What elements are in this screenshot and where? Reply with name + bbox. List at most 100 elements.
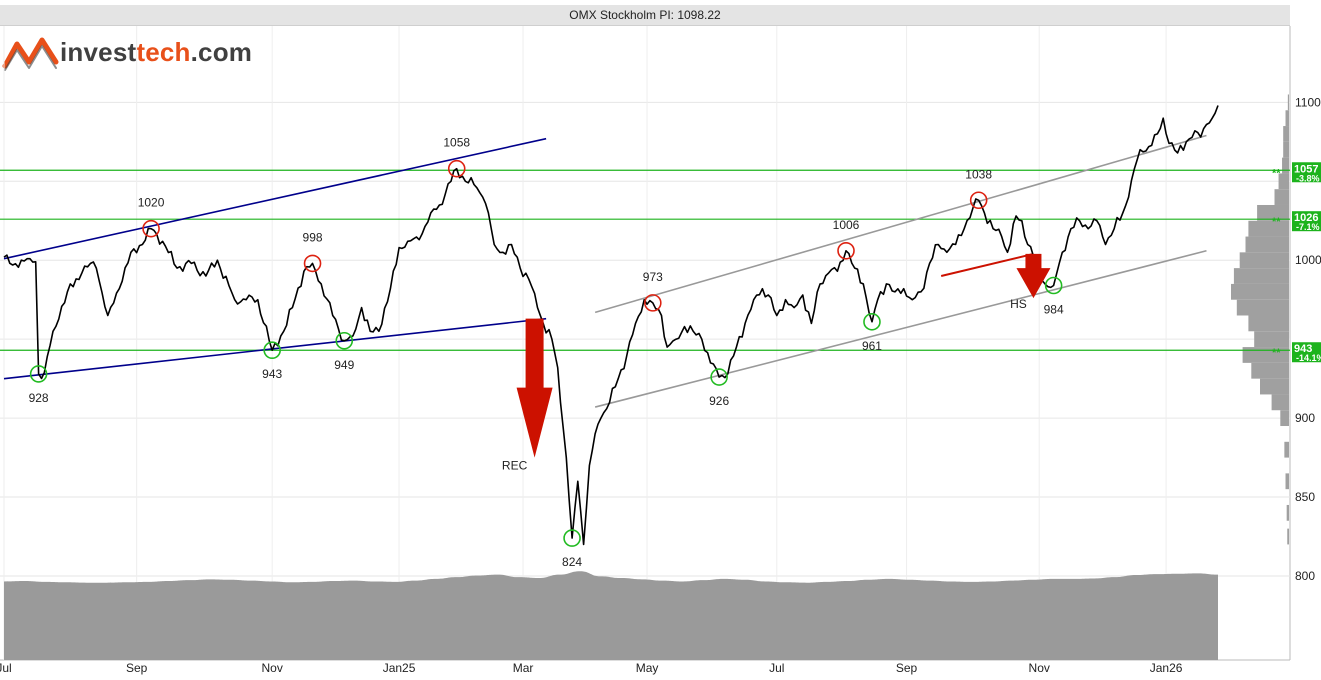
histogram-bar: [1239, 252, 1289, 269]
sr-marker: **: [1272, 167, 1281, 179]
volume-fill: [4, 571, 1218, 660]
y-tick-label: 800: [1295, 569, 1315, 583]
grid: [0, 26, 1291, 661]
signal-arrow-rec: [516, 318, 553, 458]
bottom-label: 928: [29, 391, 49, 405]
bottom-label: 961: [862, 339, 882, 353]
histogram-bar: [1257, 204, 1289, 221]
x-tick-label: Sep: [896, 661, 918, 675]
support-resistance-labels: ** 1057-3.8% ** 1026-7.1% ** 943-14.1%: [1272, 162, 1321, 363]
top-circle: [447, 159, 466, 178]
sr-label-value: 943: [1294, 343, 1312, 355]
top-bottom-markers: 1020 998 1058 973 1006 1038 928 943 949 824 926 961…: [29, 136, 1064, 569]
bottom-label: 943: [262, 367, 282, 381]
histogram-bar: [1245, 236, 1289, 253]
top-circle: [969, 191, 988, 210]
histogram-bar: [1285, 110, 1289, 127]
histogram-bar: [1260, 378, 1289, 395]
top-label: 1058: [443, 136, 470, 150]
price-line: [3, 105, 1219, 546]
x-axis: Jul Sep Nov Jan25 Mar May Jul Sep Nov Jan26: [0, 661, 1183, 675]
sr-label-pct: -3.8%: [1296, 173, 1320, 183]
top-label: 1006: [833, 218, 860, 232]
bottom-label: 984: [1044, 303, 1064, 317]
signal-arrow-hs: [1016, 253, 1051, 299]
chart-title: OMX Stockholm PI: 1098.22: [0, 5, 1290, 26]
bottom-label: 824: [562, 555, 582, 569]
top-label: 1038: [965, 167, 992, 181]
histogram-bar: [1287, 94, 1289, 111]
x-tick-label: Nov: [1029, 661, 1050, 675]
histogram-bar: [1280, 410, 1289, 427]
bottom-circle: [335, 331, 354, 350]
x-tick-label: Jul: [0, 661, 12, 675]
volume-profile-histogram: [1231, 94, 1289, 545]
top-label: 998: [303, 230, 323, 244]
sr-label-box: [1292, 211, 1321, 232]
x-tick-label: Mar: [513, 661, 534, 675]
x-tick-label: Jan26: [1150, 661, 1183, 675]
sr-label-value: 1057: [1294, 163, 1318, 175]
y-tick-label: 1000: [1295, 253, 1321, 267]
volume-area: [4, 571, 1218, 660]
y-tick-label: 900: [1295, 411, 1315, 425]
y-axis: 800 850 900 1000 1100: [1295, 95, 1321, 583]
sr-marker: **: [1272, 347, 1281, 359]
histogram-bar: [1231, 283, 1289, 300]
y-tick-label: 1100: [1295, 95, 1321, 109]
histogram-bar: [1284, 441, 1289, 458]
histogram-bar: [1283, 141, 1289, 158]
top-label: 1020: [138, 196, 165, 210]
sr-label-pct: -7.1%: [1296, 222, 1320, 232]
trend-line-blue: [3, 137, 547, 260]
trend-lines: [3, 134, 1207, 408]
x-tick-label: Jan25: [383, 661, 416, 675]
price-series: [3, 105, 1219, 546]
bottom-circle: [863, 313, 881, 331]
y-tick-label: 850: [1295, 490, 1315, 504]
histogram-bar: [1248, 315, 1289, 332]
trend-line-red: [940, 252, 1034, 278]
histogram-bar: [1285, 473, 1289, 490]
support-resistance-lines: [0, 169, 1290, 351]
investtech-logo[interactable]: investtech.com: [2, 30, 252, 74]
histogram-bar: [1254, 331, 1289, 348]
histogram-bar: [1278, 173, 1289, 190]
signal-label: HS: [1010, 297, 1027, 311]
histogram-bar: [1251, 362, 1289, 379]
top-circle: [303, 254, 322, 273]
top-circle: [644, 294, 662, 312]
x-tick-label: Sep: [126, 661, 148, 675]
bottom-circle: [563, 529, 581, 547]
bottom-circle: [263, 341, 281, 360]
x-tick-label: Nov: [262, 661, 283, 675]
bottom-circle: [1044, 276, 1063, 295]
histogram-bar: [1274, 189, 1289, 205]
histogram-bar: [1283, 126, 1289, 142]
x-tick-label: Jul: [769, 661, 784, 675]
signal-arrows: REC HS: [502, 253, 1051, 473]
sr-label-box: [1292, 342, 1321, 363]
bottom-circle: [710, 368, 728, 386]
histogram-bar: [1282, 157, 1289, 174]
histogram-bar: [1233, 268, 1289, 284]
sr-label-pct: -14.1%: [1296, 353, 1321, 363]
logo-mark-icon: [2, 37, 59, 71]
sr-label-box: [1292, 162, 1321, 183]
logo-wordmark: investtech.com: [60, 36, 253, 67]
x-tick-label: May: [636, 661, 659, 675]
histogram-bar: [1248, 220, 1289, 237]
histogram-bar: [1236, 299, 1289, 316]
trend-line-gray: [594, 134, 1207, 314]
trend-line-gray: [594, 249, 1207, 408]
bottom-circle: [29, 365, 48, 383]
histogram-bar: [1286, 504, 1289, 521]
histogram-bar: [1271, 394, 1289, 411]
trend-line-blue: [3, 317, 547, 380]
top-label: 973: [643, 270, 663, 284]
signal-label: REC: [502, 459, 528, 473]
top-circle: [837, 241, 855, 260]
histogram-bar: [1287, 528, 1289, 545]
bottom-label: 926: [709, 394, 729, 408]
